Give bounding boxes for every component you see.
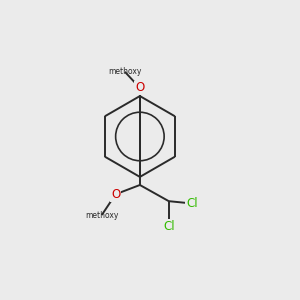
Text: methoxy: methoxy [108, 67, 142, 76]
Text: O: O [135, 82, 145, 94]
Text: methoxy: methoxy [85, 211, 118, 220]
Text: O: O [111, 188, 120, 201]
Text: Cl: Cl [186, 197, 198, 210]
Text: Cl: Cl [163, 220, 175, 233]
